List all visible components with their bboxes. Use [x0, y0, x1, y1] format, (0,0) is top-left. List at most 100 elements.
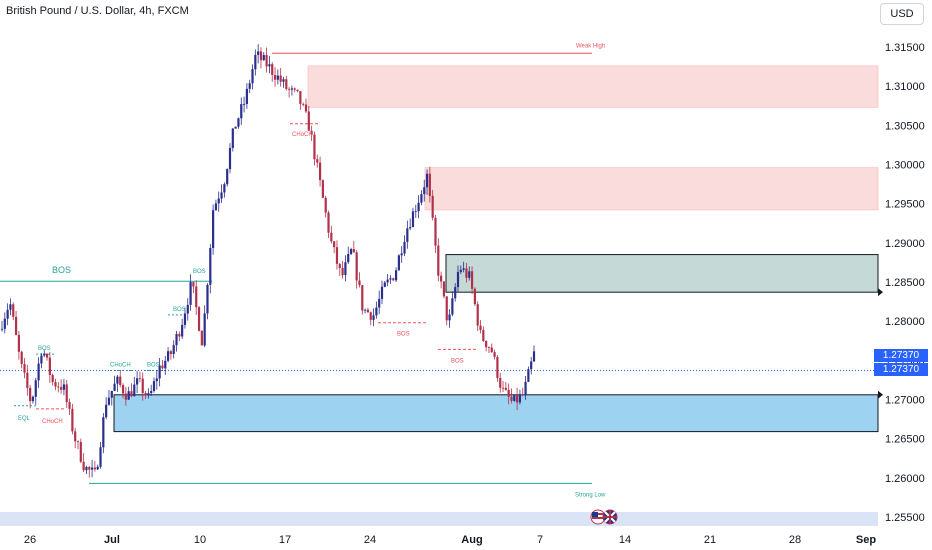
- candle-body: [313, 134, 316, 160]
- candle-body: [462, 268, 465, 270]
- candle-body: [0, 328, 4, 330]
- candle-body: [231, 128, 234, 148]
- candle: [302, 102, 305, 107]
- zone-arrow-0: [878, 288, 883, 297]
- candle-body: [288, 88, 291, 90]
- candle: [454, 283, 457, 302]
- candle: [107, 389, 111, 406]
- candle-body: [166, 351, 170, 361]
- candle: [65, 380, 68, 409]
- candle-body: [470, 271, 474, 289]
- price-tick-label: 1.28000: [885, 316, 925, 328]
- candle-body: [200, 330, 203, 346]
- candle: [192, 281, 195, 294]
- candle-body: [333, 241, 336, 248]
- candle: [369, 311, 372, 326]
- candle-body: [228, 147, 232, 170]
- last-price-tag: 1.27370: [874, 349, 928, 362]
- candle: [383, 280, 386, 288]
- candle-body: [17, 334, 20, 352]
- candle: [355, 250, 358, 289]
- candle: [366, 307, 370, 313]
- candle: [521, 387, 524, 397]
- candle: [150, 384, 153, 397]
- candle: [85, 465, 88, 475]
- uk-flag-icon: [602, 509, 618, 525]
- candle-body: [299, 91, 302, 104]
- candle: [203, 305, 206, 348]
- candle: [209, 244, 212, 294]
- candle-body: [119, 376, 122, 386]
- candle: [510, 388, 513, 404]
- candle-body: [330, 232, 333, 242]
- candle: [37, 357, 40, 388]
- candle: [361, 284, 364, 315]
- candle: [54, 378, 57, 391]
- candle: [99, 441, 102, 469]
- candle: [304, 98, 308, 113]
- candle-body: [226, 169, 229, 185]
- candle: [226, 168, 229, 187]
- eql-label: EQL: [18, 416, 31, 422]
- candle: [110, 390, 113, 406]
- candle-body: [273, 74, 277, 80]
- candle-body: [141, 378, 144, 394]
- candle-body: [338, 263, 341, 268]
- candle-body: [487, 347, 491, 348]
- candle-body: [254, 54, 257, 70]
- candle-body: [530, 361, 533, 370]
- weak-high-label: Weak High: [576, 43, 605, 49]
- candle: [465, 263, 468, 283]
- candle-body: [71, 408, 74, 432]
- candle-body: [152, 381, 156, 392]
- price-tick-label: 1.26500: [885, 434, 925, 446]
- candle-body: [321, 180, 324, 198]
- candle-body: [482, 329, 485, 341]
- candle: [186, 298, 189, 321]
- choch-label-2: CHoCH: [42, 419, 63, 425]
- price-tick-label: 1.29000: [885, 238, 925, 250]
- bos-label-2: BOS: [397, 332, 410, 338]
- candle-body: [240, 104, 243, 119]
- candle: [220, 184, 223, 203]
- candle-body: [175, 333, 178, 346]
- candle-body: [476, 304, 479, 326]
- candle: [394, 267, 398, 283]
- candle-body: [12, 304, 15, 317]
- candle: [380, 280, 384, 305]
- candle: [299, 90, 302, 110]
- candle-body: [431, 195, 434, 218]
- candle: [74, 428, 77, 449]
- candle: [17, 330, 20, 360]
- minor-bos-label-0: BOS: [38, 346, 51, 352]
- candle: [513, 394, 516, 402]
- candle: [3, 312, 6, 334]
- candle: [195, 280, 198, 315]
- bos-small-label-1: BOS: [193, 269, 206, 275]
- candle-body: [361, 285, 364, 311]
- price-tick-label: 1.25500: [885, 512, 925, 524]
- candle: [223, 182, 226, 198]
- candle-body: [23, 364, 26, 373]
- candle: [431, 189, 434, 221]
- demand-zone-3: [113, 394, 879, 433]
- time-tick-label: 17: [279, 534, 291, 546]
- candle-body: [518, 394, 522, 403]
- bos-label-3: BOS: [451, 358, 464, 364]
- time-tick-label: 10: [194, 534, 206, 546]
- candle: [271, 62, 274, 82]
- candle-body: [74, 431, 77, 442]
- candle: [473, 287, 476, 306]
- currency-button[interactable]: USD: [880, 3, 924, 25]
- last-price-tag-repeat: 1.27370: [874, 363, 928, 376]
- candle-body: [276, 75, 279, 80]
- candle: [105, 397, 108, 420]
- candle: [375, 301, 378, 319]
- candle: [310, 125, 313, 142]
- candle-body: [409, 227, 412, 229]
- candle: [296, 89, 299, 93]
- candle-body: [48, 357, 51, 375]
- candle: [152, 377, 156, 393]
- candle-body: [37, 363, 40, 381]
